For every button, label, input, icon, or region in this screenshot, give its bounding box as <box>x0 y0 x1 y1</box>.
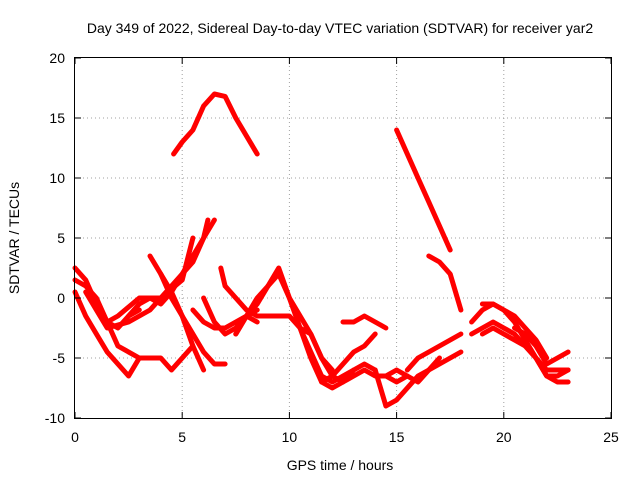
series-line-arc-21 <box>372 355 442 409</box>
axis-ticks: 0 5 10 15 20 25 -10 -5 0 5 10 15 20 <box>45 50 619 445</box>
y-tick-label: 5 <box>57 230 65 246</box>
series-line-arc-23 <box>404 331 464 373</box>
y-axis-label: SDTVAR / TECUs <box>6 182 22 294</box>
y-tick-label: 20 <box>49 50 65 66</box>
y-tick-label: 15 <box>49 110 65 126</box>
x-tick-label: 10 <box>282 429 298 445</box>
x-axis-label: GPS time / hours <box>287 457 394 473</box>
series-line-arc-11 <box>158 271 228 367</box>
series-line-arc-26 <box>479 325 571 379</box>
chart-title: Day 349 of 2022, Sidereal Day-to-day VTE… <box>87 20 593 36</box>
plot-frame <box>74 57 612 419</box>
series-line-arc-28 <box>479 301 571 385</box>
y-tick-label: -5 <box>53 350 66 366</box>
x-tick-label: 0 <box>71 429 79 445</box>
y-tick-label: -10 <box>45 410 65 426</box>
y-tick-label: 0 <box>57 290 65 306</box>
series-group <box>72 91 571 409</box>
series-line-arc-3 <box>426 253 464 313</box>
x-tick-label: 5 <box>178 429 186 445</box>
x-tick-label: 15 <box>389 429 405 445</box>
series-line-arc-25 <box>469 319 571 373</box>
series-line-arc-19 <box>340 313 389 331</box>
x-tick-label: 25 <box>603 429 619 445</box>
series-line-arc-4 <box>72 289 142 379</box>
x-tick-label: 20 <box>496 429 512 445</box>
series-line-arc-1 <box>171 91 260 157</box>
grid-lines <box>75 58 611 418</box>
series-line-arc-22 <box>383 349 464 385</box>
y-tick-label: 10 <box>49 170 65 186</box>
series-line-arc-20 <box>319 331 378 385</box>
series-line-arc-2 <box>394 127 453 253</box>
series-line-arc-18 <box>297 325 410 391</box>
